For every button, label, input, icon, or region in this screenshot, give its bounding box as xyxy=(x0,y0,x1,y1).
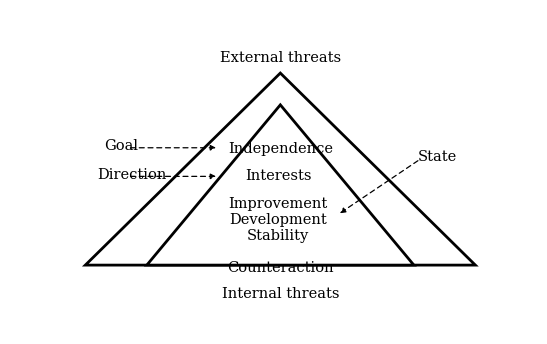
Text: External threats: External threats xyxy=(220,52,341,65)
Text: Counteraction: Counteraction xyxy=(227,261,334,275)
Text: Goal: Goal xyxy=(104,139,138,153)
Text: State: State xyxy=(418,150,457,163)
Text: Direction: Direction xyxy=(97,168,167,182)
Text: Internal threats: Internal threats xyxy=(222,287,339,301)
Polygon shape xyxy=(147,105,414,265)
Text: Independence: Independence xyxy=(228,142,333,155)
Text: Interests: Interests xyxy=(245,169,311,183)
Text: Development: Development xyxy=(229,213,327,227)
Text: Improvement: Improvement xyxy=(229,197,328,211)
Polygon shape xyxy=(85,73,475,265)
Text: Stability: Stability xyxy=(247,229,310,243)
